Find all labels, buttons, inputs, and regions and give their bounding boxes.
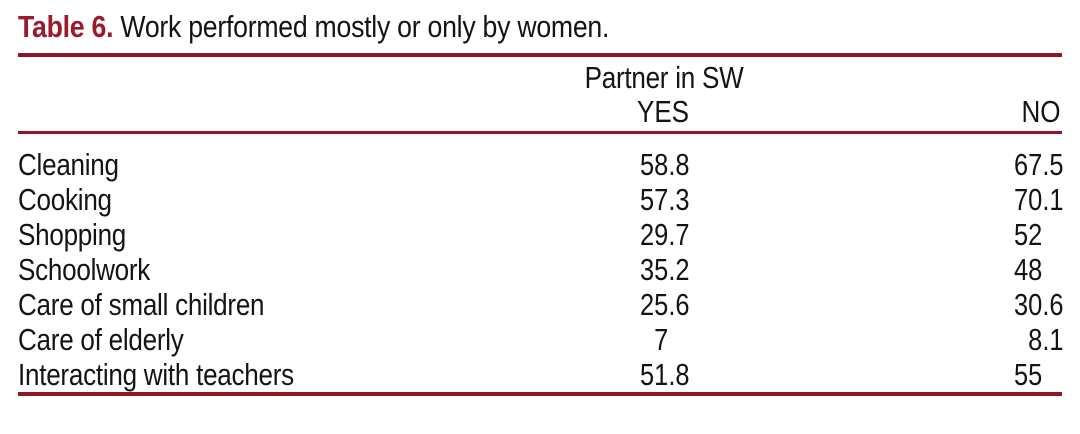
column-header-no: NO [1020, 94, 1060, 129]
column-header-yes: YES [636, 94, 690, 129]
yes-value: 29.7 [640, 217, 690, 252]
no-value: 70.1 [1014, 182, 1064, 217]
no-value: 52 [1014, 217, 1043, 252]
table-row: Schoolwork 35.2 48 [18, 252, 1062, 287]
row-label: Schoolwork [18, 252, 151, 287]
table-header: Partner in SW YES NO [18, 57, 1062, 131]
row-label: Cleaning [18, 147, 119, 182]
no-value: 48 [1014, 252, 1043, 287]
row-label: Care of elderly [18, 322, 184, 357]
row-label: Cooking [18, 182, 112, 217]
yes-value: 7 [654, 322, 669, 357]
table-header-rule [18, 131, 1062, 134]
yes-value: 35.2 [640, 252, 690, 287]
table-row: Cleaning 58.8 67.5 [18, 147, 1064, 182]
no-value: 55 [1014, 357, 1043, 392]
no-value: 67.5 [1014, 147, 1064, 182]
table-caption-inner: Table 6. Work performed mostly or only b… [18, 10, 609, 44]
table-number: Table 6. [18, 9, 114, 44]
yes-value: 58.8 [640, 147, 690, 182]
row-label: Shopping [18, 217, 127, 252]
table-caption-text: Work performed mostly or only by women. [120, 9, 610, 44]
table-row: Care of small children 25.6 30.6 [18, 287, 1064, 322]
no-value: 30.6 [1014, 287, 1064, 322]
row-label: Care of small children [18, 287, 265, 322]
yes-value: 51.8 [640, 357, 690, 392]
table-row: Care of elderly 7 8.1 [18, 322, 1064, 357]
table-row: Interacting with teachers 51.8 55 [18, 357, 1062, 392]
table-row: Cooking 57.3 70.1 [18, 182, 1064, 217]
row-label: Interacting with teachers [18, 357, 294, 392]
yes-value: 25.6 [640, 287, 690, 322]
table-top-rule [18, 53, 1062, 57]
table-body: Cleaning 58.8 67.5 Cooking 57.3 70.1 Sho… [18, 134, 1064, 392]
table-bottom-rule [18, 392, 1062, 396]
yes-value: 57.3 [640, 182, 690, 217]
column-group-header: Partner in SW [584, 60, 744, 95]
no-value: 8.1 [1028, 322, 1064, 357]
table-row: Shopping 29.7 52 [18, 217, 1062, 252]
table-caption: Table 6. Work performed mostly or only b… [18, 10, 1062, 44]
